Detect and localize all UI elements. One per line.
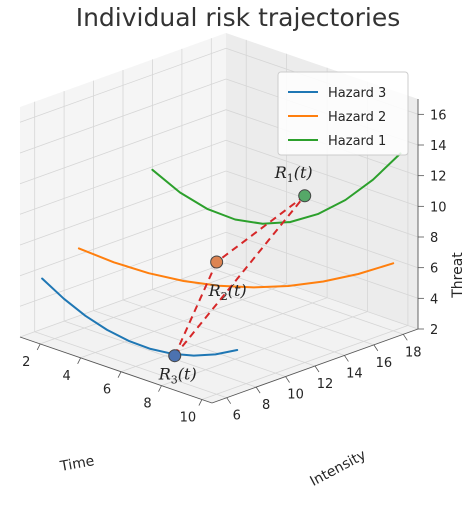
series-line-hazard-2: [77, 247, 395, 289]
x-tick-mark: [158, 385, 162, 392]
y-tick-mark: [285, 376, 290, 383]
risk-points: R1(t) R2(t) R3(t): [158, 163, 313, 387]
chart-title: Individual risk trajectories: [76, 3, 401, 32]
legend-label: Hazard 1: [328, 134, 386, 149]
z-grid-line: [19, 231, 419, 307]
legend: Hazard 3 Hazard 2 Hazard 1: [277, 71, 409, 156]
z-axis-ticks: 2 4 6 8 10 12 14 16: [418, 108, 447, 338]
y-tick-mark: [314, 365, 320, 373]
y-tick-label: 16: [376, 356, 393, 371]
y-tick-label: 18: [405, 345, 422, 360]
risk-point-label: R2(t): [208, 281, 247, 303]
y-axis-ticks: 6 8 10 12 14 16 18: [226, 334, 422, 424]
z-grid-line: [19, 262, 419, 338]
z-grid-line: [19, 139, 419, 215]
connection-line: [173, 261, 218, 357]
x-axis-label: Time: [58, 453, 96, 475]
legend-label: Hazard 3: [328, 86, 386, 101]
connection-line: [173, 195, 306, 357]
x-tick-mark: [198, 399, 203, 406]
x-tick-label: 10: [180, 411, 197, 426]
y-tick-label: 8: [262, 398, 270, 413]
grid-lines: [19, 38, 419, 400]
z-tick-label: 8: [430, 231, 438, 246]
x-tick-mark: [117, 371, 122, 378]
x-tick-label: 2: [22, 355, 30, 370]
risk-point-marker: [168, 349, 182, 363]
z-tick-label: 4: [430, 292, 438, 307]
y-tick-label: 12: [317, 377, 334, 392]
z-tick-label: 6: [430, 262, 438, 277]
legend-entry: Hazard 2: [288, 110, 386, 125]
x-tick-label: 6: [103, 383, 111, 398]
legend-label: Hazard 2: [328, 110, 386, 125]
y-tick-label: 14: [346, 366, 363, 381]
y-tick-label: 6: [233, 409, 241, 424]
risk-point-marker: [210, 255, 224, 269]
connection-line: [216, 194, 306, 263]
x-axis-line: [19, 336, 213, 404]
y-tick-mark: [226, 397, 232, 404]
z-tick-label: 16: [430, 108, 447, 123]
legend-entry: Hazard 1: [288, 134, 386, 149]
z-tick-label: 14: [430, 139, 447, 154]
x-tick-label: 4: [62, 369, 70, 384]
y-tick-mark: [402, 334, 408, 341]
y-tick-mark: [373, 344, 379, 352]
y-tick-label: 10: [287, 388, 304, 403]
z-tick-label: 10: [430, 200, 447, 215]
series-lines: [41, 152, 402, 357]
y-tick-mark: [255, 386, 261, 394]
z-grid-line: [19, 170, 419, 246]
risk-point-marker: [298, 189, 312, 203]
risk-point-label: R1(t): [274, 163, 313, 185]
y-tick-mark: [344, 355, 349, 362]
x-tick-mark: [36, 343, 41, 351]
z-grid-line: [19, 201, 419, 277]
z-tick-label: 12: [430, 170, 447, 185]
risk-point-label: R3(t): [158, 365, 197, 387]
x-tick-label: 8: [143, 397, 151, 412]
series-line-hazard-1: [151, 152, 402, 225]
connection-lines: [173, 194, 306, 357]
series-line-hazard-3: [41, 277, 239, 357]
legend-entry: Hazard 3: [288, 86, 386, 101]
x-axis-ticks: 2 4 6 8 10: [22, 343, 203, 426]
x-tick-mark: [77, 357, 81, 365]
z-tick-label: 2: [430, 323, 438, 338]
y-axis-label: Intensity: [307, 447, 368, 490]
z-axis-label: Threat: [450, 252, 466, 299]
